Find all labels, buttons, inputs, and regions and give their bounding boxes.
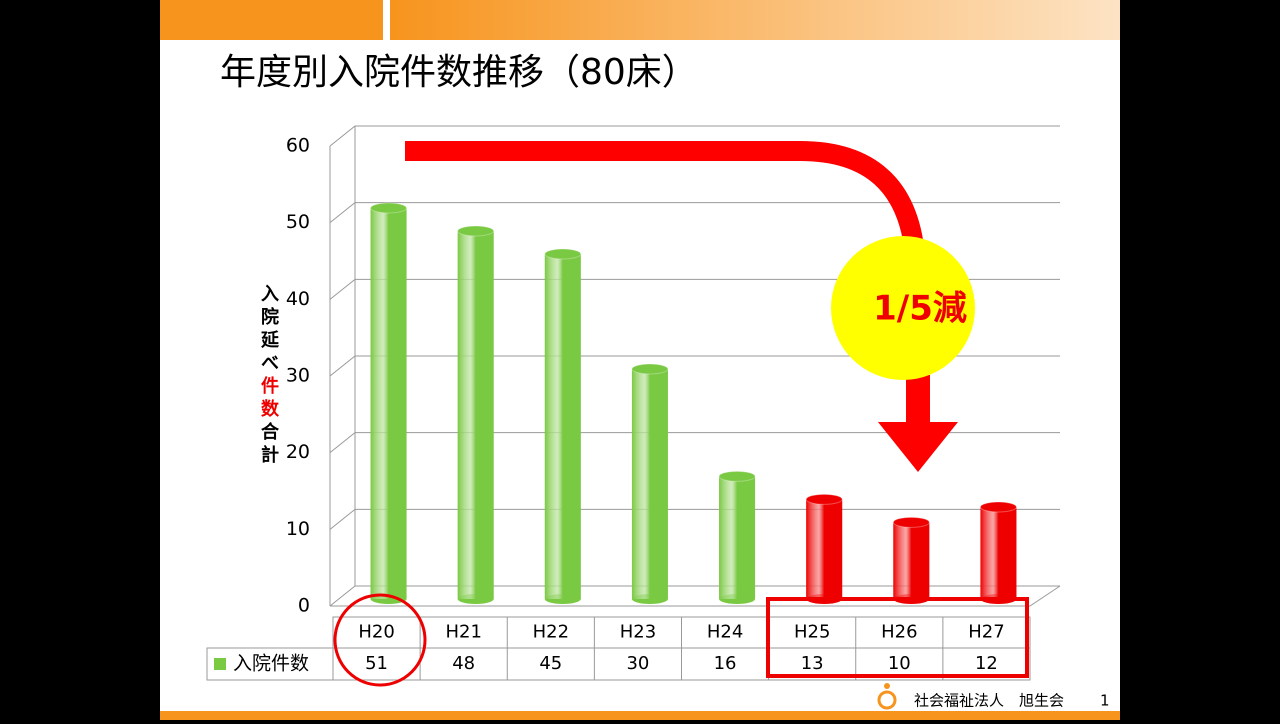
bar-group <box>457 225 495 604</box>
bar-shade <box>544 254 581 599</box>
x-tick-label: H23 <box>620 622 656 643</box>
y-axis-label-part: 件数 <box>258 375 279 422</box>
bar-top <box>457 225 495 237</box>
bar <box>806 499 843 599</box>
bar-group <box>979 501 1017 604</box>
table-value: 51 <box>365 653 388 674</box>
annotation: 1/5減 <box>873 289 967 329</box>
bar-group <box>718 470 756 604</box>
y-tick-label: 20 <box>286 441 310 463</box>
bar-top <box>718 470 756 482</box>
highlight-ring <box>333 593 427 687</box>
footer-band <box>160 711 1120 720</box>
curved-arrow <box>405 141 925 257</box>
table-value: 30 <box>626 653 649 674</box>
table-value: 12 <box>975 653 998 674</box>
bar <box>544 254 581 599</box>
y-axis-label-part: 合計 <box>258 421 279 468</box>
table-value: 48 <box>452 653 475 674</box>
bar-group <box>544 248 582 604</box>
y-tick-label: 0 <box>298 595 310 617</box>
y-tick-label: 40 <box>286 288 310 310</box>
x-tick-label: H24 <box>707 622 743 643</box>
table-value: 10 <box>888 653 911 674</box>
bar-group <box>892 516 930 604</box>
bar-shade <box>719 476 756 599</box>
highlight-box <box>766 597 1029 678</box>
x-tick-label: H25 <box>794 622 830 643</box>
table-value: 16 <box>714 653 737 674</box>
y-tick-label: 60 <box>286 135 310 157</box>
bar <box>719 476 756 599</box>
table-frame <box>206 647 1031 681</box>
bar-shade <box>806 499 843 599</box>
table-value: 45 <box>539 653 562 674</box>
bar-shade <box>893 522 930 599</box>
arrow-shaft <box>906 375 930 425</box>
bar <box>370 208 407 599</box>
bar-shade <box>457 231 494 599</box>
grid-line <box>329 202 1060 224</box>
bar-group <box>805 493 843 604</box>
x-tick-label: H20 <box>358 622 394 643</box>
chart-title: 年度別入院件数推移（80床） <box>220 52 698 93</box>
bar-group <box>370 202 408 604</box>
bar-top <box>979 501 1017 513</box>
x-tick-label: H27 <box>968 622 1004 643</box>
floor-edge <box>330 585 1061 607</box>
bar-top <box>805 493 843 505</box>
bar-top <box>544 248 582 260</box>
bar-top <box>370 202 408 214</box>
bar <box>980 507 1017 599</box>
x-tick-label: H22 <box>533 622 569 643</box>
table-value: 13 <box>801 653 824 674</box>
bar <box>631 369 668 599</box>
footer-organization: 社会福祉法人 旭生会 <box>914 692 1064 710</box>
grid-line <box>329 432 1060 454</box>
arrow-head <box>878 422 958 472</box>
header-band <box>390 0 1120 40</box>
logo <box>884 683 890 689</box>
legend-label: 入院件数 <box>233 653 309 675</box>
grid-line <box>329 125 1060 147</box>
bar-shade <box>980 507 1017 599</box>
y-tick-label: 10 <box>286 518 310 540</box>
bar <box>893 522 930 599</box>
bar <box>457 231 494 599</box>
highlight-circle <box>831 236 975 380</box>
grid-line <box>329 278 1060 300</box>
grid-line <box>329 355 1060 377</box>
bar-top <box>631 363 669 375</box>
x-tick-label: H26 <box>881 622 917 643</box>
x-tick-label: H21 <box>445 622 481 643</box>
bar-top <box>892 516 930 528</box>
page-number: 1 <box>1100 692 1110 710</box>
bar-shade <box>370 208 407 599</box>
bar-group <box>631 363 669 604</box>
legend-swatch <box>214 658 226 670</box>
header-band <box>160 0 383 40</box>
y-tick-label: 50 <box>286 211 310 233</box>
bar-shade <box>631 369 668 599</box>
bars <box>370 202 1017 604</box>
logo <box>877 690 897 710</box>
y-tick-label: 30 <box>286 365 310 387</box>
y-axis-label-part: 入院延べ <box>258 284 280 376</box>
